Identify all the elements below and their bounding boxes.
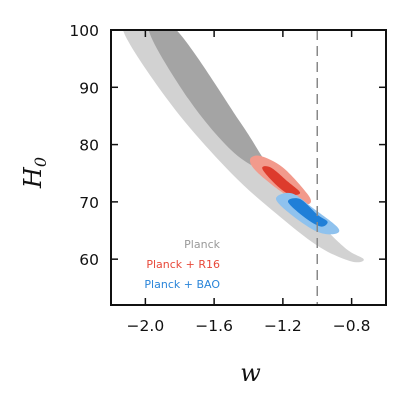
planck-inner-contour	[148, 30, 283, 182]
x-axis-ticks: −2.0 −1.6 −1.2 −0.8	[127, 30, 371, 335]
x-tick-label: −2.0	[127, 317, 165, 335]
y-axis-ticks: 60 70 80 90 100	[69, 22, 386, 269]
y-tick-label: 70	[79, 194, 99, 212]
contours-layer	[123, 30, 364, 263]
planck-r16-inner-contour	[262, 166, 301, 196]
x-axis-label: w	[240, 359, 261, 387]
legend-entry-planck-bao: Planck + BAO	[144, 278, 220, 291]
y-tick-label: 100	[69, 22, 99, 40]
axes-frame	[110, 29, 387, 306]
x-tick-label: −1.2	[264, 317, 302, 335]
y-tick-label: 60	[79, 251, 99, 269]
y-tick-label: 90	[79, 79, 99, 97]
x-tick-label: −0.8	[333, 317, 371, 335]
planck-bao-inner-contour	[287, 198, 328, 227]
x-tick-label: −1.6	[195, 317, 233, 335]
legend-entry-planck: Planck	[184, 238, 220, 251]
legend-entry-planck-r16: Planck + R16	[146, 258, 220, 271]
legend: Planck Planck + R16 Planck + BAO	[144, 238, 220, 291]
y-axis-label: H0	[19, 157, 50, 189]
y-tick-label: 80	[79, 137, 99, 155]
